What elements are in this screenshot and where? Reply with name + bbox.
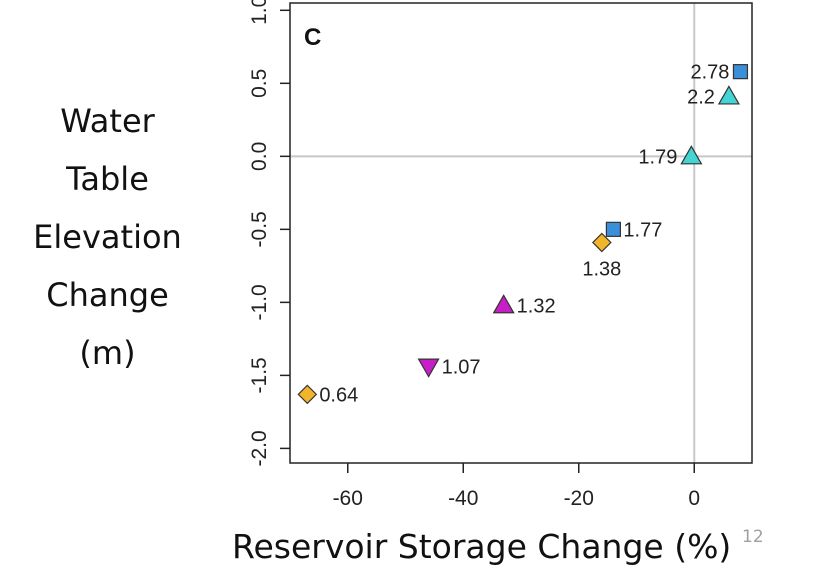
point-diamond	[592, 232, 612, 253]
x-axis-title: Reservoir Storage Change (%)	[232, 527, 732, 566]
y-axis-title-line: Change	[46, 276, 169, 314]
point-label: 1.32	[517, 295, 556, 317]
point-diamond	[297, 384, 318, 405]
point-square	[605, 221, 622, 237]
y-axis-title-line: Table	[66, 160, 149, 198]
y-axis-title-line: Elevation	[33, 218, 182, 256]
y-tick-label: 0.0	[248, 142, 271, 171]
point-triangle-down	[417, 358, 440, 378]
point-label: 2.2	[687, 86, 715, 108]
y-tick-label: -1.5	[248, 357, 271, 393]
y-axis-title: Water Table Elevation Change (m)	[0, 92, 215, 382]
point-triangle-up	[492, 294, 515, 314]
point-label: 2.78	[691, 62, 730, 84]
x-tick-label: -60	[333, 487, 363, 510]
point-label: 1.07	[442, 357, 481, 379]
y-tick-label: -2.0	[248, 430, 271, 466]
point-label: 1.77	[623, 219, 662, 241]
y-axis-title-line: Water	[60, 102, 155, 140]
y-tick-label: -1.0	[248, 284, 271, 320]
y-tick-label: 1.0	[248, 0, 271, 25]
x-tick-label: -40	[448, 487, 478, 510]
y-axis-title-line: (m)	[79, 334, 136, 372]
x-axis: -60 -40 -20 0	[333, 463, 700, 510]
point-square	[732, 64, 749, 80]
panel-label: C	[304, 24, 321, 51]
point-label: 1.79	[638, 146, 677, 168]
y-axis: -2.0 -1.5 -1.0 -0.5 0.0 0.5 1.0	[248, 0, 290, 466]
x-tick-label: -20	[564, 487, 594, 510]
data-points: 2.782.2 1.79 1.771.38 1.32 1.07 0.64	[297, 62, 749, 406]
point-triangle-up	[680, 145, 703, 165]
slide-number: 12	[742, 527, 764, 547]
x-tick-label: 0	[688, 487, 700, 510]
y-tick-label: -0.5	[248, 211, 271, 247]
y-tick-label: 0.5	[248, 69, 271, 98]
point-label: 1.38	[582, 258, 621, 280]
point-triangle-up	[717, 85, 740, 105]
point-label: 0.64	[319, 384, 358, 406]
plot-frame	[289, 2, 753, 464]
